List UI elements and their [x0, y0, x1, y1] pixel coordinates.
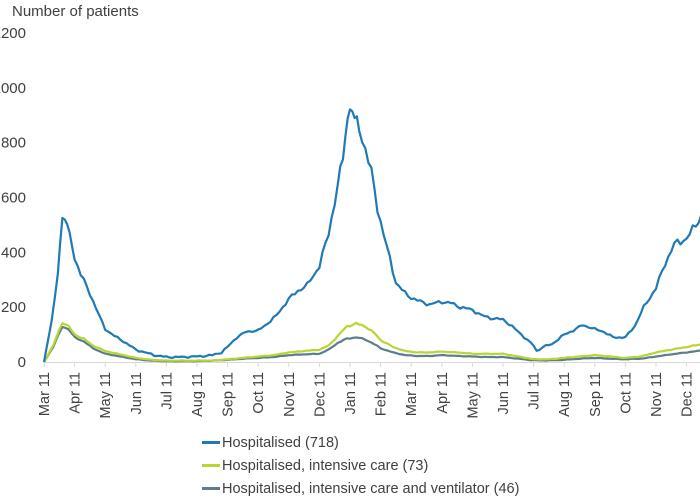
legend-label-ventilator: Hospitalised, intensive care and ventila… — [222, 480, 520, 497]
y-tick-label: 600 — [1, 190, 26, 207]
x-tick-label: May 11 — [465, 372, 481, 418]
legend-item-ventilator: Hospitalised, intensive care and ventila… — [202, 477, 519, 500]
x-tick-label: Aug 11 — [190, 372, 206, 417]
x-axis-ticks: Mar 11 Apr 11 May 11 Jun 11 Jul 11 Aug 11 Sep … — [37, 362, 696, 418]
x-tick-label: Apr 11 — [68, 372, 84, 414]
x-tick-label: Jul 11 — [527, 372, 543, 410]
x-tick-label: Apr 11 — [435, 372, 451, 414]
x-tick-label: May 11 — [98, 372, 114, 418]
x-tick-label: Sep 11 — [221, 372, 237, 417]
x-tick-label: Nov 11 — [282, 372, 298, 417]
y-tick-label: 1000 — [0, 80, 26, 97]
x-tick-label: Jan 11 — [343, 372, 359, 414]
y-axis-title: Number of patients — [12, 3, 139, 20]
legend: Hospitalised (718) Hospitalised, intensi… — [202, 431, 519, 500]
legend-item-hospitalised: Hospitalised (718) — [202, 431, 519, 454]
x-tick-label: Mar 11 — [37, 372, 53, 416]
legend-swatch-intensive-care — [202, 464, 220, 467]
x-tick-label: Nov 11 — [649, 372, 665, 417]
legend-label-hospitalised: Hospitalised (718) — [222, 434, 339, 451]
y-tick-label: 400 — [1, 244, 26, 261]
legend-label-intensive-care: Hospitalised, intensive care (73) — [222, 457, 429, 474]
x-tick-label: Jun 11 — [496, 372, 512, 414]
x-tick-label: Oct 11 — [618, 372, 634, 414]
y-tick-label: 0 — [18, 354, 26, 371]
y-axis-ticks: 0 200 400 600 800 1000 1200 — [0, 25, 26, 371]
y-tick-label: 1200 — [0, 25, 26, 42]
x-tick-label: Sep 11 — [588, 372, 604, 417]
legend-item-intensive-care: Hospitalised, intensive care (73) — [202, 454, 519, 477]
series-line — [42, 108, 700, 363]
y-tick-label: 800 — [1, 135, 26, 152]
x-tick-label: Aug 11 — [557, 372, 573, 417]
legend-swatch-ventilator — [202, 487, 220, 490]
x-tick-label: Mar 11 — [404, 372, 420, 416]
x-tick-label: Jun 11 — [129, 372, 145, 414]
x-tick-label: Oct 11 — [251, 372, 267, 414]
x-tick-label: Dec 11 — [680, 372, 696, 417]
y-tick-label: 200 — [1, 299, 26, 316]
series-line — [43, 321, 700, 363]
x-tick-label: Feb 11 — [374, 372, 390, 416]
x-tick-label: Dec 11 — [312, 372, 328, 417]
legend-swatch-hospitalised — [202, 441, 220, 444]
series-lines — [42, 108, 700, 363]
x-tick-label: Jul 11 — [159, 372, 175, 410]
